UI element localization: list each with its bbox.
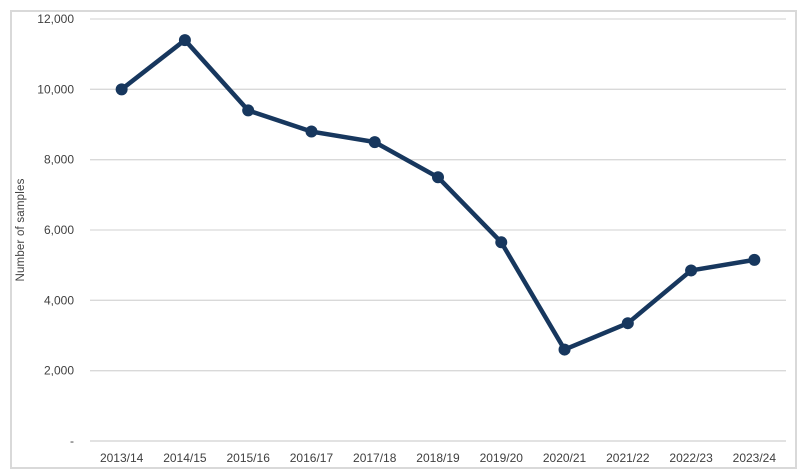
data-point [495,236,508,249]
chart-border-frame [10,10,797,469]
data-point [748,253,761,266]
x-tick-label: 2023/24 [733,451,777,465]
data-point [685,264,698,277]
y-tick-label: 10,000 [37,82,74,96]
y-tick-label: 12,000 [37,12,74,26]
series-line [119,37,757,353]
x-tick-label: 2015/16 [226,451,270,465]
y-tick-label: 8,000 [44,153,74,167]
x-tick-label: 2022/23 [669,451,713,465]
x-tick-label: 2013/14 [100,451,144,465]
x-tick-label: 2016/17 [290,451,334,465]
x-tick-label: 2020/21 [543,451,587,465]
data-point [432,171,444,184]
x-tick-label: 2019/20 [480,451,524,465]
data-point [368,136,381,149]
x-tick-label: 2017/18 [353,451,397,465]
data-point [242,104,255,117]
y-tick-label: 4,000 [44,293,74,307]
data-point [621,317,634,330]
data-point [178,34,191,47]
y-tick-label: - [70,434,74,448]
data-point [115,83,128,96]
data-point [558,343,571,356]
data-point [305,125,318,138]
y-tick-label: 2,000 [44,364,74,378]
x-tick-label: 2021/22 [606,451,650,465]
x-tick-label: 2018/19 [416,451,460,465]
x-tick-label: 2014/15 [163,451,207,465]
y-tick-label: 6,000 [44,223,74,237]
